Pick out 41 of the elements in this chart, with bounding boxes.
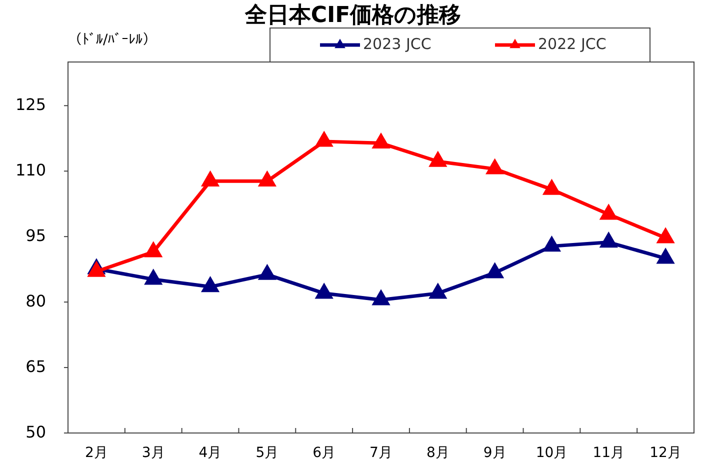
y-tick-label: 65 bbox=[26, 356, 46, 376]
y-tick-label: 80 bbox=[26, 291, 46, 310]
x-tick-label: 12月 bbox=[650, 445, 682, 461]
point bbox=[428, 150, 448, 167]
point bbox=[656, 248, 675, 264]
x-tick-label: 5月 bbox=[256, 445, 279, 461]
chart-title: 全日本CIF価格の推移 bbox=[244, 3, 462, 28]
point bbox=[200, 276, 220, 292]
point bbox=[144, 241, 163, 258]
x-tick-label: 4月 bbox=[198, 445, 222, 461]
point bbox=[486, 262, 504, 278]
legend-label: 2023 JCC bbox=[363, 35, 432, 54]
point bbox=[542, 178, 562, 195]
point bbox=[428, 282, 448, 299]
y-tick-label: 95 bbox=[26, 226, 46, 245]
y-tick-label: 125 bbox=[15, 95, 46, 114]
point bbox=[542, 235, 562, 252]
x-tick-label: 7月 bbox=[370, 445, 392, 461]
point bbox=[144, 268, 163, 285]
point bbox=[372, 132, 390, 149]
x-tick-label: 2月 bbox=[84, 445, 108, 461]
point bbox=[599, 232, 618, 248]
point bbox=[314, 282, 334, 299]
x-tick-label: 9月 bbox=[483, 445, 506, 461]
x-tick-label: 6月 bbox=[312, 445, 336, 461]
x-tick-label: 10月 bbox=[536, 445, 568, 461]
y-tick-label: 110 bbox=[15, 160, 46, 180]
x-tick-label: 11月 bbox=[592, 445, 625, 461]
point bbox=[258, 170, 276, 187]
point bbox=[200, 170, 220, 187]
point bbox=[258, 264, 276, 280]
point bbox=[314, 130, 334, 147]
x-tick-label: 8月 bbox=[426, 445, 450, 461]
x-tick-label: 3月 bbox=[142, 445, 165, 461]
y-axis-title: （ﾄﾞﾙ/ﾊﾞｰﾚﾙ） bbox=[68, 32, 157, 48]
point bbox=[372, 289, 390, 306]
point bbox=[599, 204, 618, 220]
y-tick-label: 50 bbox=[26, 422, 46, 442]
point bbox=[486, 158, 504, 174]
point bbox=[656, 227, 675, 244]
legend-label: 2022 JCC bbox=[538, 35, 606, 54]
